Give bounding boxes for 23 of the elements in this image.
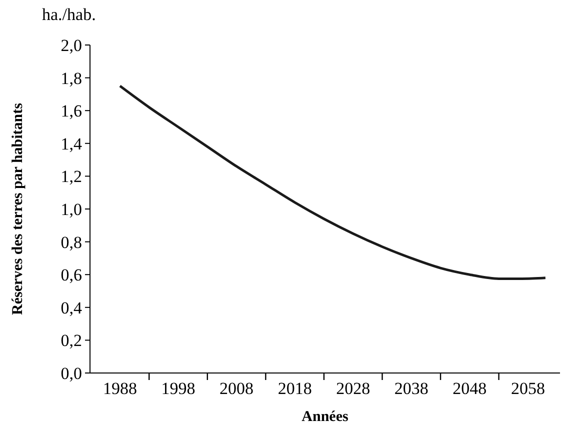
x-tick-label: 2048 — [452, 379, 487, 398]
x-tick-label: 1988 — [102, 379, 137, 398]
x-tick-label: 1998 — [161, 379, 196, 398]
y-tick-label: 0,4 — [60, 298, 82, 318]
x-tick-label: 2028 — [336, 379, 370, 398]
line-series — [118, 84, 547, 280]
y-tick-label: 0,6 — [60, 266, 82, 285]
y-tick-label: 2,0 — [60, 36, 82, 55]
y-tick-label: 1,2 — [60, 167, 82, 186]
y-tick-label: 1,6 — [60, 102, 82, 121]
y-tick-label: 1,4 — [60, 134, 82, 154]
y-tick-label: 0,0 — [60, 364, 82, 383]
y-tick-label: 1,8 — [60, 68, 82, 88]
text: ha./hab. — [42, 5, 96, 24]
x-tick-label: 2058 — [510, 379, 545, 398]
x-tick-label: 2038 — [394, 379, 428, 398]
y-tick-label: 0,2 — [60, 331, 82, 350]
x-axis-title: Années — [302, 409, 348, 425]
y-tick-label: 0,8 — [60, 232, 82, 252]
x-tick-label: 2018 — [278, 379, 312, 398]
x-tick-label: 2008 — [220, 379, 254, 398]
y-tick-label: 1,0 — [60, 200, 82, 219]
y-axis-title: Réserves des terres par habitants — [10, 102, 26, 315]
